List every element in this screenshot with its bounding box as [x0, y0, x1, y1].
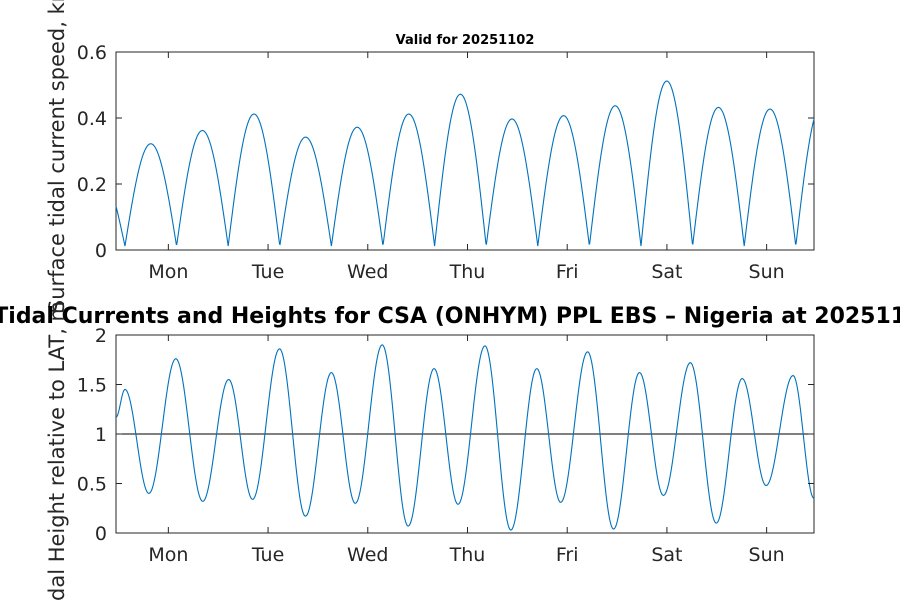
xtick-label-wed: Wed	[347, 261, 388, 283]
current-speed-ylabel: Surface tidal current speed, kn	[45, 0, 69, 313]
ytick-label: 0	[95, 240, 107, 262]
xtick-label-thu: Thu	[449, 261, 486, 283]
current-speed-axes-box	[115, 51, 815, 251]
current-speed-line	[115, 80, 815, 247]
figure-main-title: Tidal Currents and Heights for CSA (ONHY…	[0, 304, 900, 329]
ytick-label: 1.5	[77, 375, 107, 397]
xtick-label-tue: Tue	[251, 261, 284, 283]
ytick-label: 0	[95, 523, 107, 545]
xtick-label-sun: Sun	[749, 261, 785, 283]
ytick-label: 0.2	[77, 174, 107, 196]
ytick-label: 2	[95, 325, 107, 347]
xtick-label-sat: Sat	[651, 544, 682, 566]
xtick-label-fri: Fri	[556, 544, 579, 566]
xtick-label-thu: Thu	[449, 544, 486, 566]
xtick-label-tue: Tue	[251, 544, 284, 566]
ytick-label: 0.6	[77, 42, 107, 64]
current-speed-panel: 0 0.2 0.4 0.6 Mon Tue Wed Thu Fri Sat Sun Valid fo…	[45, 0, 815, 313]
tidal-height-panel: 0 0.5 1 1.5 2 Mon Tue Wed Thu Fri Sat Sun Tidal Cur…	[0, 301, 900, 600]
xtick-label-mon: Mon	[148, 544, 188, 566]
tidal-height-line	[115, 344, 815, 531]
xtick-label-fri: Fri	[556, 261, 579, 283]
ytick-label: 0.4	[77, 108, 107, 130]
ytick-label: 1	[95, 424, 107, 446]
tidal-height-ylabel: Tidal Height relative to LAT, m	[45, 301, 69, 600]
current-speed-title: Valid for 20251102	[396, 33, 535, 48]
xtick-label-mon: Mon	[148, 261, 188, 283]
ytick-label: 0.5	[77, 474, 107, 496]
xtick-label-wed: Wed	[347, 544, 388, 566]
xtick-label-sun: Sun	[749, 544, 785, 566]
xtick-label-sat: Sat	[651, 261, 682, 283]
